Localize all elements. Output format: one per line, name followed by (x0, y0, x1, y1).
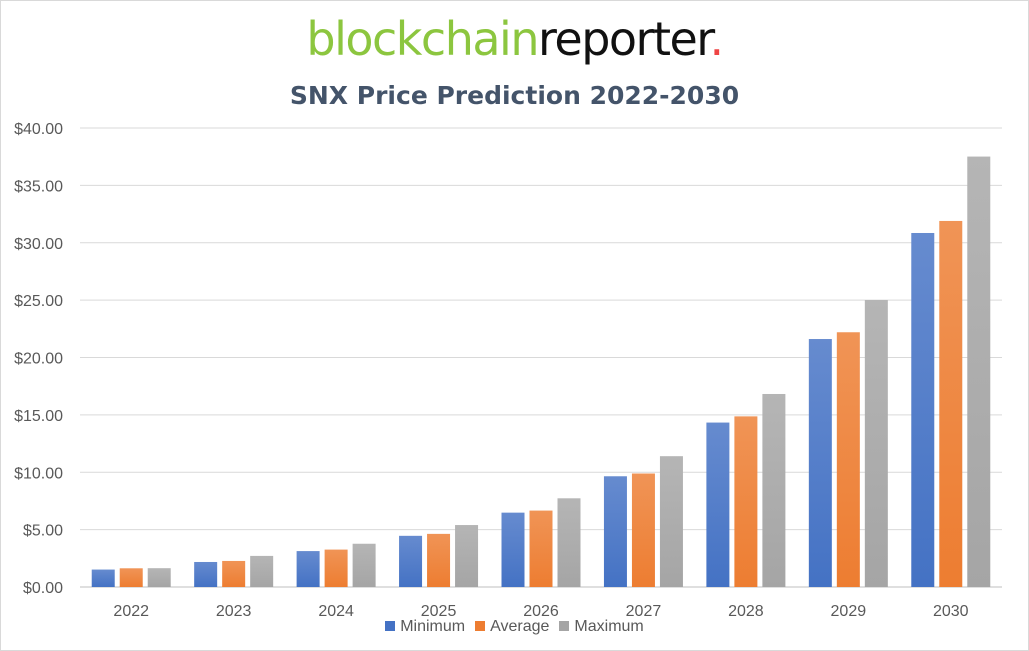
legend-swatch (385, 621, 396, 631)
bar-minimum-2030 (911, 232, 935, 587)
x-tick-label: 2030 (933, 603, 969, 620)
y-tick-label: $25.00 (14, 293, 63, 310)
x-tick-label: 2026 (523, 603, 559, 620)
y-tick-label: $20.00 (14, 351, 63, 368)
bar-minimum-2026 (501, 512, 525, 587)
bar-minimum-2028 (706, 422, 730, 587)
bar-minimum-2024 (296, 551, 320, 587)
bar-average-2024 (324, 549, 348, 587)
bar-maximum-2026 (557, 498, 581, 587)
legend: Minimum Average Maximum (0, 618, 1029, 636)
bar-minimum-2022 (91, 569, 115, 587)
y-tick-label: $5.00 (23, 523, 63, 540)
bar-maximum-2030 (967, 156, 991, 587)
bar-average-2029 (836, 332, 860, 587)
bar-minimum-2029 (808, 339, 832, 587)
bar-maximum-2028 (762, 393, 786, 587)
bar-average-2023 (222, 560, 246, 587)
y-tick-label: $35.00 (14, 178, 63, 195)
bar-average-2030 (939, 220, 963, 587)
x-tick-label: 2027 (626, 603, 662, 620)
legend-item-minimum: Minimum (385, 618, 465, 636)
legend-swatch (475, 621, 486, 631)
bar-maximum-2024 (352, 543, 376, 587)
x-tick-label: 2025 (421, 603, 457, 620)
bars (91, 156, 991, 587)
bar-average-2026 (529, 510, 553, 587)
bar-average-2027 (631, 473, 655, 587)
bar-average-2028 (734, 416, 758, 587)
bar-maximum-2023 (250, 555, 274, 587)
brand-logo: blockchainreporter. (0, 8, 1029, 70)
chart-title: SNX Price Prediction 2022-2030 (289, 81, 740, 110)
legend-swatch (559, 621, 570, 631)
y-tick-label: $30.00 (14, 236, 63, 253)
bar-maximum-2025 (455, 525, 479, 587)
x-tick-label: 2028 (728, 603, 764, 620)
y-tick-label: $40.00 (14, 121, 63, 138)
legend-item-average: Average (475, 618, 549, 636)
legend-label: Minimum (400, 618, 466, 635)
y-tick-label: $10.00 (14, 465, 63, 482)
x-axis: 2022 2023 2024 2025 2026 2027 2028 2029 2030 (113, 603, 968, 620)
bar-minimum-2025 (399, 535, 423, 587)
logo-dot: . (709, 12, 724, 66)
logo-part-reporter: reporter (538, 12, 711, 66)
bar-maximum-2022 (147, 568, 171, 587)
bar-maximum-2027 (659, 456, 683, 587)
bar-minimum-2027 (603, 476, 627, 587)
y-tick-label: $0.00 (23, 580, 63, 597)
legend-label: Maximum (574, 618, 644, 635)
legend-label: Average (490, 618, 550, 635)
legend-item-maximum: Maximum (559, 618, 644, 636)
logo-part-blockchain: blockchain (306, 12, 539, 66)
bar-minimum-2023 (194, 561, 218, 587)
x-tick-label: 2023 (216, 603, 252, 620)
bar-average-2025 (427, 533, 451, 587)
x-tick-label: 2022 (113, 603, 149, 620)
x-tick-label: 2024 (318, 603, 354, 620)
x-tick-label: 2029 (831, 603, 867, 620)
y-tick-label: $15.00 (14, 408, 63, 425)
bar-maximum-2029 (864, 300, 888, 587)
y-axis: $0.00 $5.00 $10.00 $15.00 $20.00 $25.00 $30.00… (14, 121, 63, 597)
bar-average-2022 (119, 568, 143, 587)
